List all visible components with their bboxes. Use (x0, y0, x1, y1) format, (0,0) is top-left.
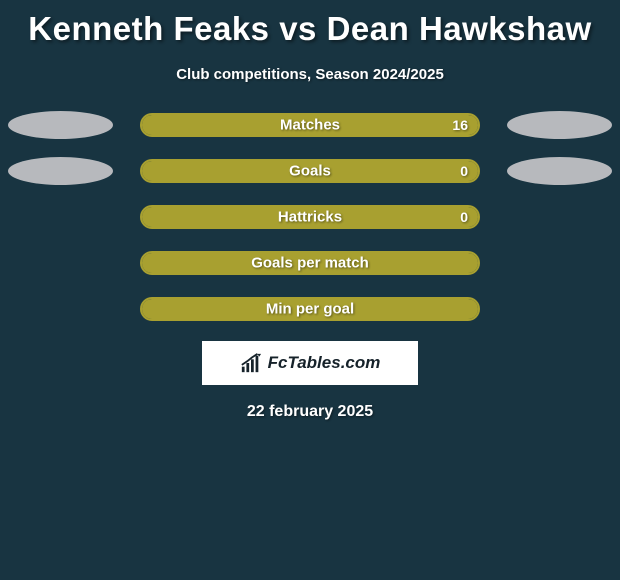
player-right-oval (507, 157, 612, 185)
stat-row: Min per goal (0, 297, 620, 321)
stat-bar-fill (142, 207, 478, 227)
stat-bar-fill (142, 299, 478, 319)
player-left-oval (8, 157, 113, 185)
subtitle: Club competitions, Season 2024/2025 (0, 66, 620, 83)
stat-bar: Goals per match (140, 251, 480, 275)
stat-row: Goals0 (0, 159, 620, 183)
stat-bar-fill (142, 115, 478, 135)
stat-row: Matches16 (0, 113, 620, 137)
stat-value-right: 0 (460, 163, 468, 179)
stat-bar-fill (142, 253, 478, 273)
stat-row: Goals per match (0, 251, 620, 275)
stat-value-right: 16 (452, 117, 468, 133)
player-right-oval (507, 111, 612, 139)
stat-bar-fill (142, 161, 478, 181)
stat-bar: Min per goal (140, 297, 480, 321)
site-badge: FcTables.com (202, 341, 418, 385)
signal-icon (240, 352, 262, 374)
stat-value-right: 0 (460, 209, 468, 225)
stat-bar: Goals0 (140, 159, 480, 183)
snapshot-date: 22 february 2025 (0, 403, 620, 421)
page-title: Kenneth Feaks vs Dean Hawkshaw (0, 0, 620, 48)
stat-bar: Matches16 (140, 113, 480, 137)
player-left-oval (8, 111, 113, 139)
stat-rows-container: Matches16 Goals0 Hattricks0 Goals per match… (0, 113, 620, 321)
stat-row: Hattricks0 (0, 205, 620, 229)
stat-bar: Hattricks0 (140, 205, 480, 229)
site-badge-text: FcTables.com (268, 353, 381, 373)
